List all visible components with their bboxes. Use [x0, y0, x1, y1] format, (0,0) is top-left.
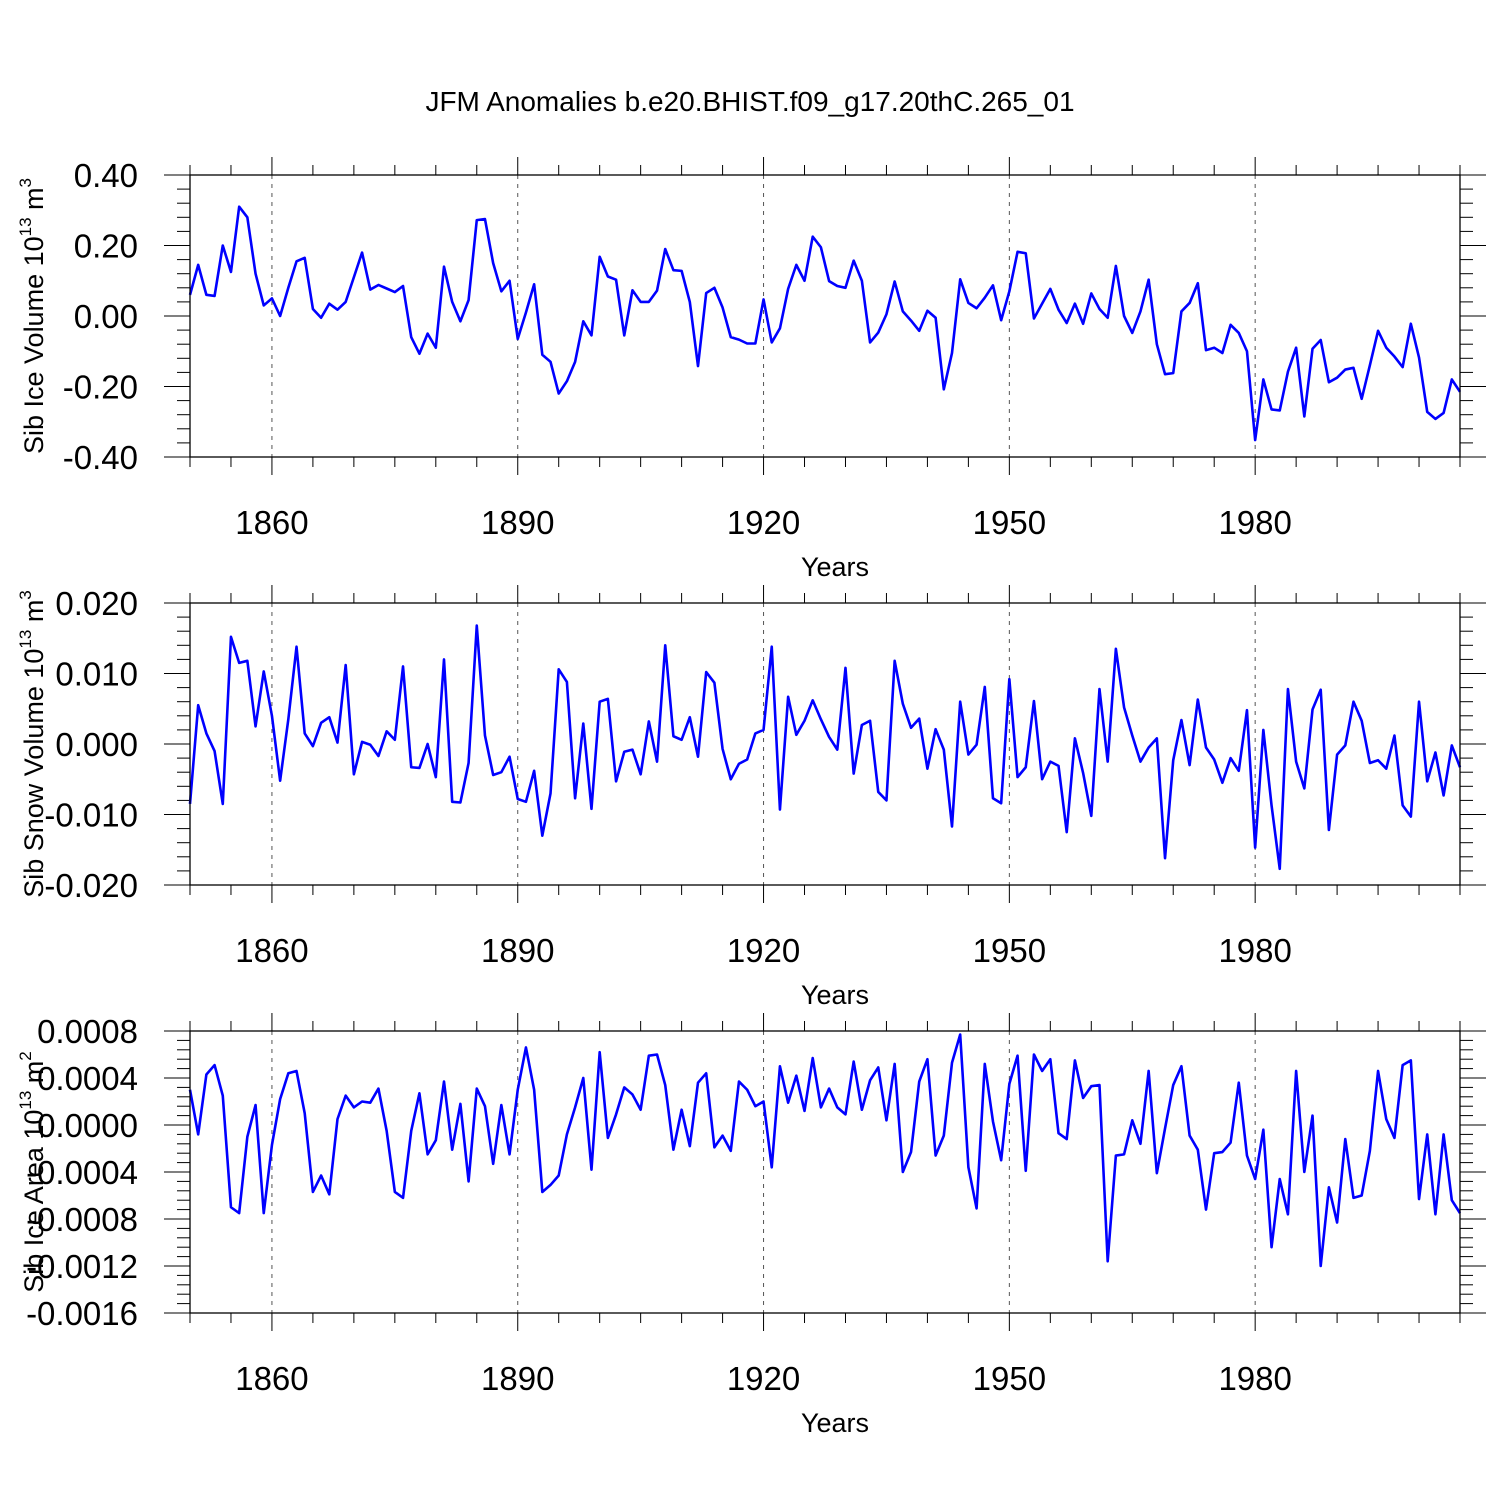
y-axis-label-unit: m	[19, 600, 49, 630]
y-tick-label: -0.40	[63, 439, 138, 476]
y-axis-label: Sib Ice Area 1013 m2	[16, 1051, 49, 1293]
x-tick-label: 1890	[481, 1360, 554, 1397]
y-tick-label: 0.20	[74, 228, 138, 265]
y-tick-label: 0.000	[55, 726, 138, 763]
y-tick-label: -0.20	[63, 369, 138, 406]
y-axis-label-main: Sib Snow Volume 10	[19, 649, 49, 898]
x-tick-label: 1890	[481, 932, 554, 969]
y-axis-label-main: Sib Ice Area 10	[19, 1110, 49, 1293]
series-line	[188, 624, 1462, 871]
y-tick-label: -0.010	[44, 797, 138, 834]
x-tick-label: 1980	[1218, 504, 1291, 541]
y-axis-label: Sib Ice Volume 1013 m3	[16, 178, 49, 454]
x-tick-label: 1950	[973, 504, 1046, 541]
x-axis-label: Years	[801, 1408, 869, 1438]
y-tick-label: -0.0008	[26, 1201, 138, 1238]
y-tick-label: 0.40	[74, 157, 138, 194]
y-tick-label: 0.0004	[37, 1060, 138, 1097]
x-tick-label: 1920	[727, 504, 800, 541]
y-tick-label: -0.0016	[26, 1295, 138, 1332]
chart-title: JFM Anomalies b.e20.BHIST.f09_g17.20thC.…	[425, 86, 1074, 117]
y-axis-label: Sib Snow Volume 1013 m3	[16, 590, 49, 898]
plot-frame	[189, 174, 1461, 458]
x-tick-label: 1860	[235, 504, 308, 541]
panel-ice-volume: 1860 1890 1920 1950 1980 -0.40 -0.20 0.00 0.20 0.…	[16, 157, 1486, 582]
panel-snow-volume: 1860 1890 1920 1950 1980 -0.020 -0.010 0.000 0.0…	[16, 585, 1486, 1010]
y-tick-label: 0.020	[55, 585, 138, 622]
x-tick-label: 1950	[973, 1360, 1046, 1397]
x-tick-label: 1920	[727, 1360, 800, 1397]
y-tick-label: -0.0004	[26, 1154, 138, 1191]
x-tick-label: 1980	[1218, 1360, 1291, 1397]
y-tick-label: -0.0012	[26, 1248, 138, 1285]
y-tick-label: 0.0000	[37, 1107, 138, 1144]
y-axis-label-unit-exponent: 2	[16, 1051, 35, 1060]
y-axis-label-exponent: 13	[16, 630, 35, 649]
panel-ice-area: 1860 1890 1920 1950 1980 -0.0016 -0.0012 -0.000…	[16, 1013, 1486, 1438]
y-axis-label-unit: m	[19, 1061, 49, 1091]
series-line	[188, 205, 1462, 442]
x-axis-label: Years	[801, 980, 869, 1010]
plot-frame	[189, 1030, 1461, 1314]
x-axis-label: Years	[801, 552, 869, 582]
y-tick-label: 0.0008	[37, 1013, 138, 1050]
y-axis-label-exponent: 13	[16, 217, 35, 236]
plot-frame	[189, 602, 1461, 886]
y-tick-label: 0.010	[55, 656, 138, 693]
y-tick-label: 0.00	[74, 298, 138, 335]
x-tick-label: 1860	[235, 1360, 308, 1397]
x-tick-label: 1920	[727, 932, 800, 969]
y-axis-label-exponent: 13	[16, 1091, 35, 1110]
y-axis-label-unit-exponent: 3	[16, 590, 35, 599]
y-tick-label: -0.020	[44, 867, 138, 904]
y-axis-label-unit: m	[19, 187, 49, 217]
y-axis-label-main: Sib Ice Volume 10	[19, 236, 49, 454]
x-tick-label: 1980	[1218, 932, 1291, 969]
y-axis-label-unit-exponent: 3	[16, 178, 35, 187]
x-tick-label: 1860	[235, 932, 308, 969]
x-tick-label: 1950	[973, 932, 1046, 969]
x-tick-label: 1890	[481, 504, 554, 541]
series-line	[188, 1033, 1462, 1268]
